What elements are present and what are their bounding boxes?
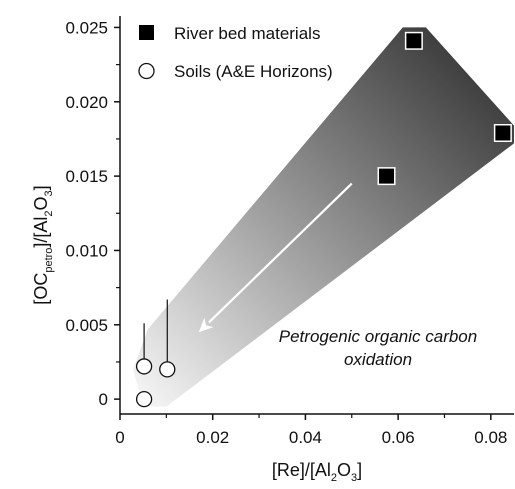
annotation: Petrogenic organic carbon oxidation bbox=[279, 327, 477, 369]
legend-label-soils: Soils (A&E Horizons) bbox=[174, 62, 333, 81]
river-bed-point bbox=[495, 125, 511, 141]
axes bbox=[119, 16, 514, 415]
axis-title-text: ] bbox=[31, 185, 51, 190]
x-tick-label: 0 bbox=[115, 428, 124, 447]
axis-title-text: [OC bbox=[31, 273, 51, 305]
y-tick-label: 0.020 bbox=[65, 93, 108, 112]
x-tick-label: 0.04 bbox=[289, 428, 322, 447]
soil-point bbox=[135, 390, 153, 408]
legend-marker-river-bed bbox=[139, 25, 154, 40]
axis-title-subscript: 2 bbox=[331, 472, 337, 484]
axis-title-subscript: 3 bbox=[351, 472, 357, 484]
shaded-region bbox=[133, 27, 514, 407]
axis-title-text: O bbox=[31, 196, 51, 210]
legend-label-river-bed: River bed materials bbox=[174, 24, 320, 43]
y-tick-label: 0 bbox=[99, 390, 108, 409]
axis-title-text: O bbox=[337, 460, 351, 480]
river-bed-point bbox=[379, 168, 395, 184]
soil-point bbox=[135, 358, 153, 375]
arrow-head bbox=[198, 317, 214, 333]
y-tick-label: 0.010 bbox=[65, 241, 108, 260]
y-tick-label: 0.025 bbox=[65, 18, 108, 37]
y-tick-label: 0.015 bbox=[65, 167, 108, 186]
data-marks bbox=[135, 31, 512, 408]
axis-title-subscript: 2 bbox=[43, 210, 55, 216]
y-axis-title: [OCpetro]/[Al2O3] bbox=[31, 185, 55, 304]
annotation-line-1: Petrogenic organic carbon bbox=[279, 327, 477, 346]
soil-point bbox=[159, 361, 176, 378]
x-tick-label: 0.06 bbox=[382, 428, 415, 447]
axis-title-text: ] bbox=[357, 460, 362, 480]
y-tick-label: 0.005 bbox=[65, 316, 108, 335]
legend-marker-soils bbox=[138, 62, 155, 80]
arrow-shaft bbox=[208, 182, 353, 324]
x-tick-label: 0.02 bbox=[196, 428, 229, 447]
annotation-line-2: oxidation bbox=[344, 350, 412, 369]
x-tick-label: 0.08 bbox=[474, 428, 507, 447]
x-axis-title: [Re]/[Al2O3] bbox=[272, 460, 362, 484]
axis-ticks: 0 0.005 0.010 0.015 0.020 0.025 0 0.02 0.04 0.06 0… bbox=[65, 18, 507, 447]
river-bed-point bbox=[406, 33, 422, 49]
legend: River bed materials Soils (A&E Horizons) bbox=[138, 24, 333, 81]
axis-title-text: [Re]/[Al bbox=[272, 460, 331, 480]
axis-title-subscript: petro bbox=[43, 248, 55, 273]
axis-title-text: ]/[Al bbox=[31, 217, 51, 248]
trend-arrow bbox=[198, 182, 353, 333]
shaded-region-polygon bbox=[133, 27, 514, 407]
axis-title-subscript: 3 bbox=[43, 190, 55, 196]
